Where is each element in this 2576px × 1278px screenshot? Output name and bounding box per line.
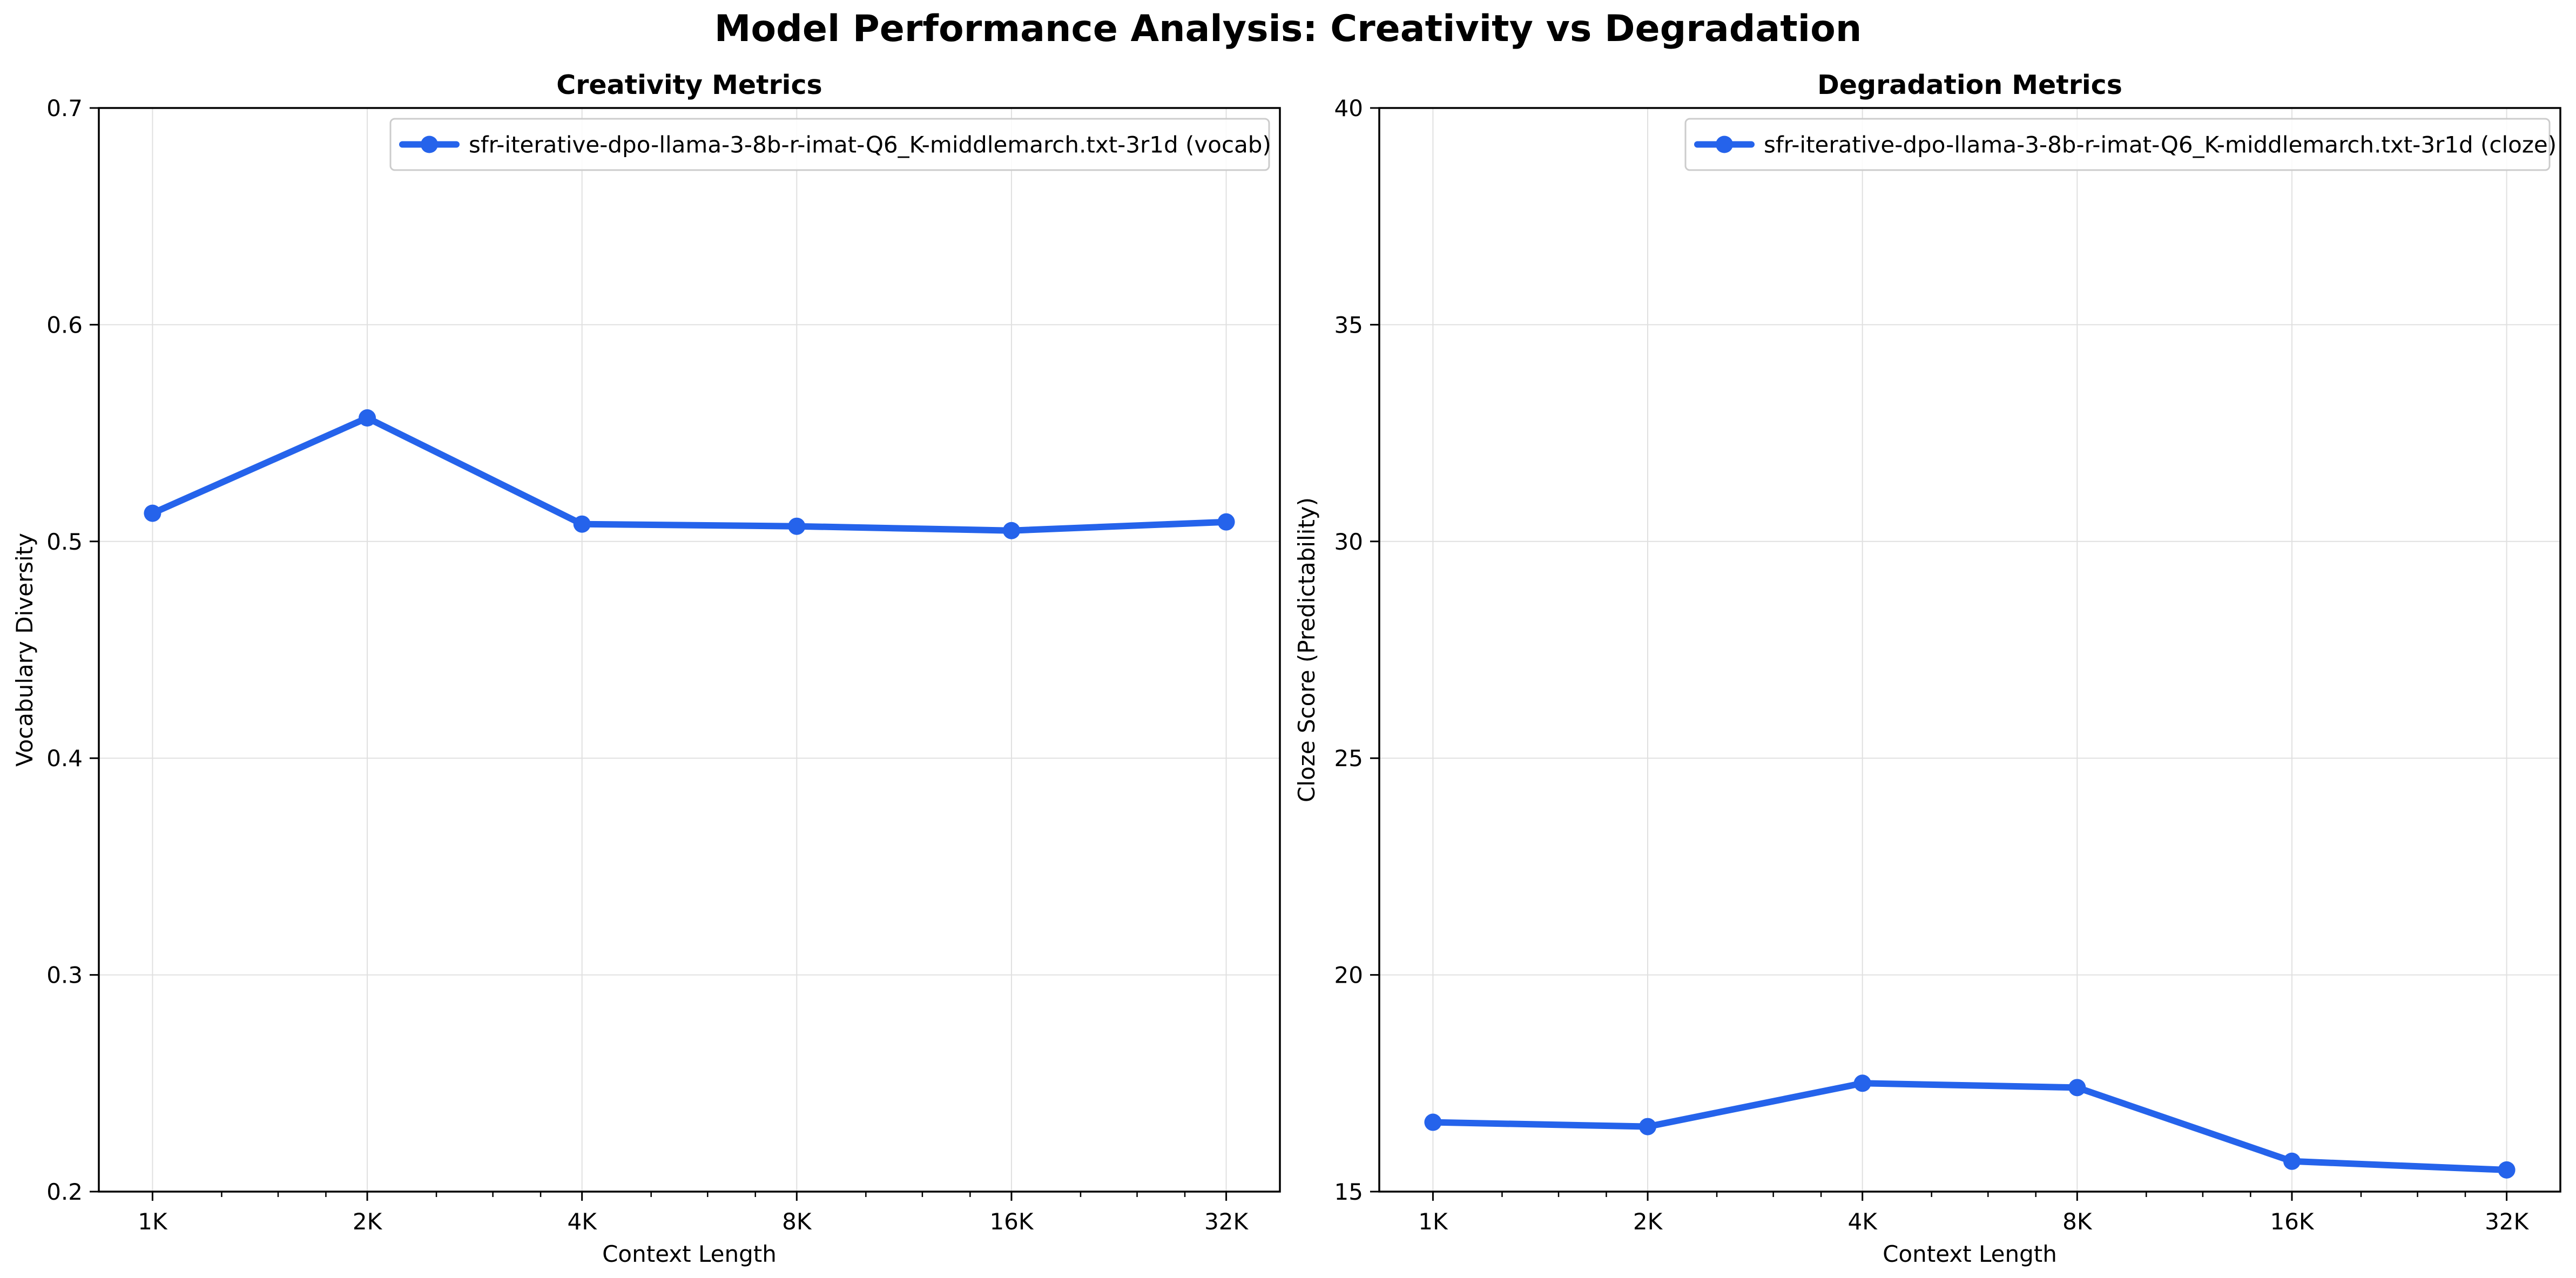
y-tick-label: 0.2 — [46, 1179, 83, 1205]
x-tick-label: 4K — [1848, 1208, 1878, 1235]
y-axis-label: Cloze Score (Predictability) — [1293, 497, 1320, 802]
data-point — [2283, 1152, 2301, 1170]
y-tick-label: 20 — [1334, 962, 1363, 989]
axes-frame — [1378, 107, 2561, 1193]
data-point — [1002, 522, 1020, 539]
legend-label: sfr-iterative-dpo-llama-3-8b-r-imat-Q6_K… — [1764, 132, 2557, 158]
data-point — [2068, 1079, 2086, 1097]
x-tick-label: 16K — [2270, 1208, 2314, 1235]
y-tick-label: 35 — [1334, 312, 1363, 338]
data-point — [788, 517, 806, 535]
figure-title: Model Performance Analysis: Creativity v… — [714, 8, 1862, 50]
x-tick-label: 32K — [1204, 1208, 1249, 1235]
chart-panel-2: 1K 2K 4K 8K 16K 32K 15 20 25 30 35 40 Context Length… — [1293, 70, 2561, 1267]
legend-label: sfr-iterative-dpo-llama-3-8b-r-imat-Q6_K… — [469, 132, 1271, 158]
x-axis-label: Context Length — [602, 1241, 777, 1267]
x-tick-label: 8K — [2062, 1208, 2093, 1235]
subplot-title: Degradation Metrics — [1817, 70, 2122, 100]
data-point — [1639, 1118, 1657, 1135]
y-tick-label: 0.4 — [46, 745, 83, 772]
data-point — [1853, 1074, 1871, 1092]
x-tick-label: 2K — [353, 1208, 383, 1235]
x-tick-label: 32K — [2485, 1208, 2529, 1235]
subplot-title: Creativity Metrics — [556, 70, 822, 100]
data-point — [1424, 1113, 1442, 1131]
y-tick-label: 40 — [1334, 95, 1363, 121]
chart-panel-1: 1K 2K 4K 8K 16K 32K 0.2 0.3 0.4 0.5 0.6 0.7 Context … — [11, 70, 1281, 1267]
legend-marker — [1716, 136, 1733, 153]
y-tick-label: 25 — [1334, 745, 1363, 772]
y-tick-label: 0.3 — [46, 962, 83, 989]
x-axis-label: Context Length — [1883, 1241, 2057, 1267]
x-tick-label: 8K — [782, 1208, 812, 1235]
x-tick-label: 2K — [1633, 1208, 1663, 1235]
y-tick-label: 0.5 — [46, 529, 83, 555]
y-axis-label: Vocabulary Diversity — [11, 533, 38, 767]
series-line — [1429, 1080, 2510, 1173]
x-tick-label: 4K — [568, 1208, 598, 1235]
y-tick-label: 0.7 — [46, 95, 83, 121]
data-point — [144, 504, 161, 522]
x-tick-label: 1K — [1418, 1208, 1448, 1235]
x-tick-label: 1K — [138, 1208, 168, 1235]
data-point — [573, 515, 591, 533]
y-tick-label: 0.6 — [46, 312, 83, 338]
axes-frame — [98, 107, 1281, 1193]
legend-box — [389, 118, 1270, 171]
legend-marker — [421, 136, 438, 153]
y-tick-label: 30 — [1334, 529, 1363, 555]
legend-box — [1684, 118, 2551, 171]
data-point — [2498, 1161, 2516, 1179]
x-tick-label: 16K — [989, 1208, 1034, 1235]
data-point — [1217, 513, 1235, 531]
series-line — [149, 415, 1230, 534]
y-tick-label: 15 — [1334, 1179, 1363, 1205]
data-point — [359, 409, 376, 427]
